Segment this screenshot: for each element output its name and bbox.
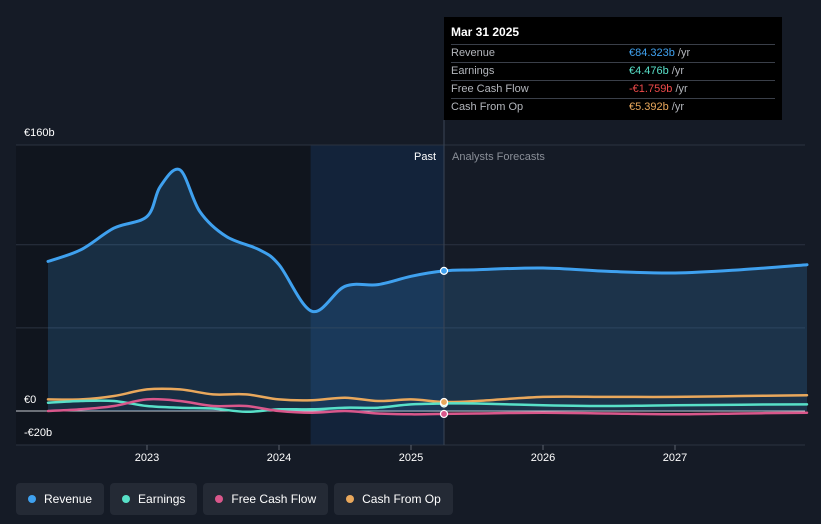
revenue-area-fill [48,169,807,411]
free-cash-flow-line [46,397,809,416]
x-axis-labels: 2023 2024 2025 2026 2027 [135,445,687,464]
past-label: Past [414,151,436,163]
series-lines [46,167,809,416]
tooltip-date: Mar 31 2025 [451,25,520,39]
tooltip-row-cash-from-op: Cash From Op €5.392b /yr [451,98,775,116]
x-tick-label: 2027 [663,452,687,464]
tooltip-unit: /yr [677,47,691,59]
earnings-line [46,399,809,414]
tooltip-label: Earnings [451,65,495,77]
x-tick-label: 2024 [267,452,291,464]
free-cash-flow-highlight-point [439,409,449,419]
revenue-highlight-point [439,266,449,275]
tooltip-row-revenue: Revenue €84.323b /yr [451,44,775,62]
tooltip-value: -€1.759b [629,83,673,95]
forecast-label: Analysts Forecasts [452,151,545,163]
tooltip-label: Cash From Op [451,101,524,113]
y-axis-labels: €160b €0 -€20b [24,127,55,439]
past-background [16,145,311,445]
tooltip-value: €4.476b [629,65,669,77]
x-tick-label: 2026 [531,452,555,464]
chart: Past Analysts Forecasts €160b €0 -€20b 202… [16,120,809,464]
legend-label: Cash From Op [362,492,441,506]
legend-item-earnings[interactable]: Earnings [110,483,198,515]
tooltip-unit: /yr [671,65,684,77]
earnings-dot-icon [122,495,131,503]
tooltip-row-free-cash-flow: Free Cash Flow -€1.759b /yr [451,80,775,98]
x-tick-label: 2025 [399,452,423,464]
tooltip-unit: /yr [675,83,688,95]
legend-item-revenue[interactable]: Revenue [16,483,105,515]
legend: Revenue Earnings Free Cash Flow Cash Fro… [16,483,453,515]
cash-from-op-highlight-point [439,397,449,407]
revenue-line [46,167,809,313]
y-tick-label: €0 [24,394,36,406]
highlight-points [439,266,449,419]
x-tick-label: 2023 [135,452,159,464]
tooltip-value: €84.323b [629,47,675,59]
tooltip-label: Free Cash Flow [451,83,529,95]
legend-label: Free Cash Flow [231,492,317,506]
tooltip-unit: /yr [671,101,684,113]
tooltip-label: Revenue [451,47,496,59]
cash-from-op-line [46,387,809,404]
revenue-dot-icon [28,495,36,503]
revenue-area [48,169,807,411]
legend-item-free-cash-flow[interactable]: Free Cash Flow [203,483,329,515]
y-tick-label: €160b [24,127,55,139]
free-cash-flow-dot-icon [215,495,224,503]
legend-label: Revenue [44,492,93,506]
y-tick-label: -€20b [24,427,52,439]
legend-item-cash-from-op[interactable]: Cash From Op [334,483,453,515]
tooltip-row-earnings: Earnings €4.476b /yr [451,62,775,80]
tooltip-value: €5.392b [629,101,669,113]
legend-label: Earnings [138,492,186,506]
cash-from-op-dot-icon [346,495,355,503]
tooltip: Mar 31 2025 Revenue €84.323b /yr Earning… [444,17,782,120]
